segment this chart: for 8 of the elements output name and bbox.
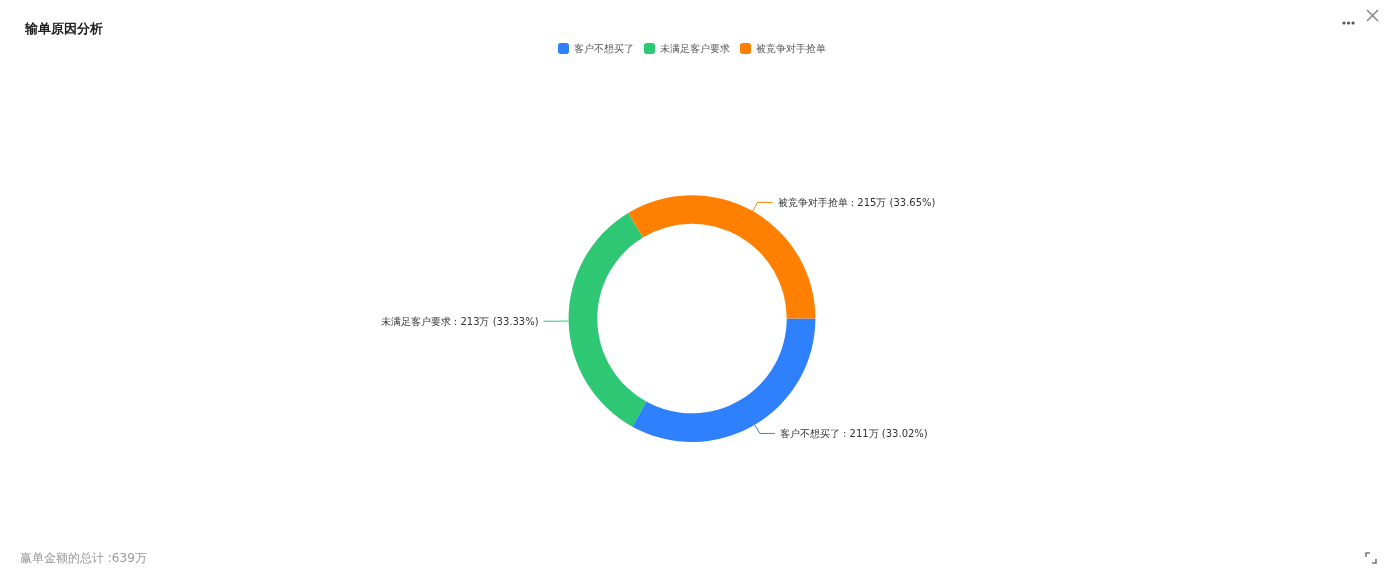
data-label: 被竞争对手抢单 : 215万 (33.65%): [777, 196, 936, 208]
legend-label: 被竞争对手抢单: [756, 43, 826, 54]
data-label: 未满足客户要求 : 213万 (33.33%): [380, 315, 539, 327]
legend-label: 客户不想买了: [574, 43, 634, 54]
legend-label: 未满足客户要求: [660, 43, 730, 54]
text: 输单原因分析: [24, 21, 103, 36]
text: 赢单金额的总计 :639万: [20, 551, 147, 565]
data-label: 客户不想买了 : 211万 (33.02%): [779, 427, 928, 439]
